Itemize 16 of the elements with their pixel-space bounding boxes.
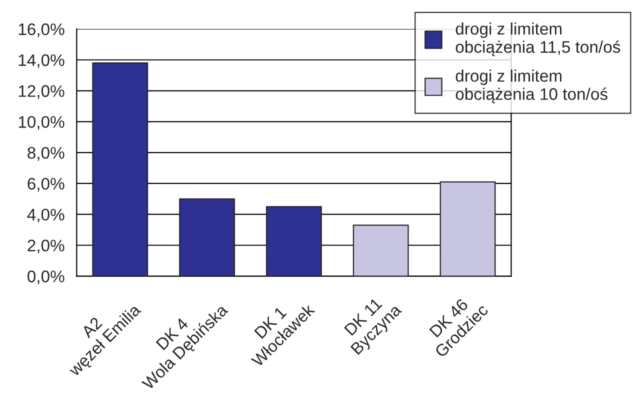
y-tick-label: 10,0% [18,116,64,130]
bar [440,181,496,276]
y-tick-label: 2,0% [28,240,64,254]
bar [179,198,235,276]
bar [266,206,322,276]
legend-label: drogi z limitem obciążenia 11,5 ton/oś [456,22,620,56]
y-tick-label: 16,0% [18,23,64,38]
y-tick-label: 4,0% [27,208,64,223]
bar [92,62,148,276]
bar [352,224,409,276]
y-tick-label: 8,0% [28,146,64,161]
y-tick-label: 14,0% [18,54,64,68]
y-tick-label: 12,0% [18,85,64,99]
y-tick-label: 6,0% [28,178,64,192]
legend-label: drogi z limitem obciążenia 10 ton/oś [456,70,608,104]
y-tick-label: 0,0% [28,270,64,284]
